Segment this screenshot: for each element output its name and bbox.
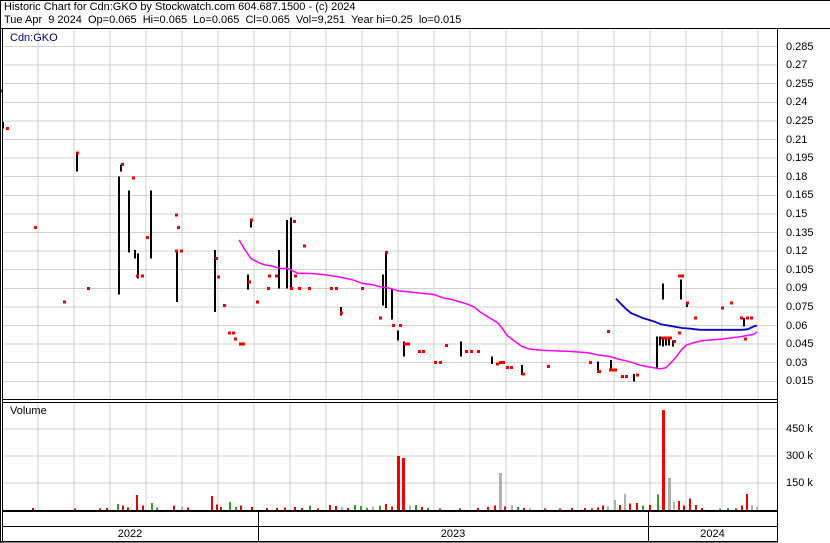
year-axis-label: 2022: [117, 528, 143, 540]
price-tick-label: 0.165: [786, 189, 814, 202]
price-tick-label: 0.225: [786, 114, 814, 127]
price-tick-label: 0.18: [786, 170, 808, 183]
volume-tick-label: 150 k: [786, 477, 813, 489]
price-tick-label: 0.105: [786, 263, 814, 276]
price-tick-label: 0.045: [786, 338, 814, 351]
price-tick-label: 0.03: [786, 356, 808, 369]
price-tick-label: 0.015: [786, 375, 814, 388]
price-tick-label: 0.195: [786, 152, 814, 165]
quote-summary-line: Tue Apr 9 2024 Op=0.065 Hi=0.065 Lo=0.06…: [4, 14, 462, 26]
price-tick-label: 0.27: [786, 59, 808, 72]
chart-title: Historic Chart for Cdn:GKO by Stockwatch…: [4, 1, 356, 13]
price-tick-label: 0.21: [786, 133, 808, 146]
price-tick-label: 0.075: [786, 300, 814, 313]
year-axis-label: 2023: [440, 528, 466, 540]
price-tick-label: 0.255: [786, 77, 814, 90]
price-tick-label: 0.285: [786, 40, 814, 53]
symbol-label: Cdn:GKO: [10, 32, 58, 44]
price-tick-label: 0.12: [786, 245, 808, 258]
volume-tick-label: 300 k: [786, 450, 813, 462]
volume-tick-label: 450 k: [786, 423, 813, 435]
year-axis-label: 2024: [700, 528, 725, 540]
volume-pane-label: Volume: [10, 405, 47, 417]
price-tick-label: 0.15: [786, 207, 808, 220]
price-tick-label: 0.09: [786, 282, 808, 295]
price-tick-label: 0.135: [786, 226, 814, 239]
price-tick-label: 0.06: [786, 319, 808, 332]
price-tick-label: 0.24: [786, 96, 808, 109]
